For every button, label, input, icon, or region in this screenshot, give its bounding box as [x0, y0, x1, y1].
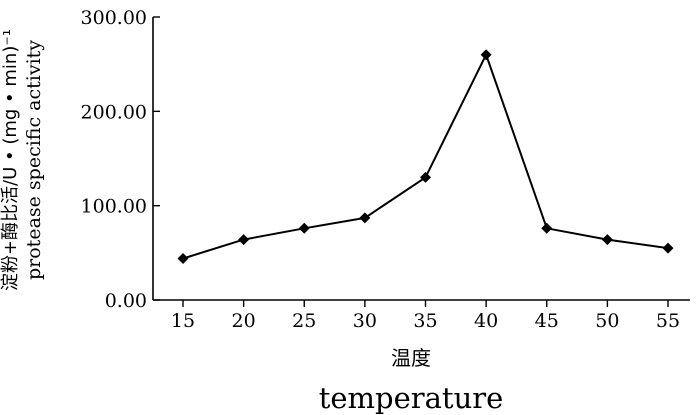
x-tick-label: 50	[595, 310, 619, 332]
y-tick-label: 0.00	[105, 290, 147, 312]
y-tick-label: 100.00	[81, 196, 147, 218]
x-tick-label: 25	[292, 310, 316, 332]
y-ticks: 0.00 100.00 200.00 300.00	[81, 7, 160, 312]
data-point-marker	[420, 171, 431, 183]
data-point-marker	[541, 222, 553, 234]
data-point-marker	[480, 49, 492, 61]
data-point-marker	[238, 234, 250, 246]
x-axis-label-chinese: 温度	[391, 346, 431, 370]
data-point-marker	[662, 242, 674, 254]
x-tick-label: 55	[656, 310, 680, 332]
series-line	[182, 52, 669, 260]
x-tick-label: 30	[353, 310, 377, 332]
x-ticks: 15 20 25 30 35 40 45 50 55	[171, 300, 680, 332]
x-tick-label: 35	[413, 310, 437, 332]
y-axis-label-chinese: 淀粉+酶比活/U • (mg • min)⁻¹	[0, 29, 21, 291]
x-tick-label: 15	[171, 310, 195, 332]
axes	[152, 17, 690, 301]
data-point-marker	[298, 222, 310, 234]
y-axis-label-english: protease specific activity	[23, 40, 45, 280]
data-point-marker	[359, 212, 371, 224]
y-tick-label: 200.00	[81, 101, 147, 123]
x-tick-label: 40	[474, 310, 498, 332]
x-tick-label: 20	[232, 310, 256, 332]
data-point-marker	[177, 252, 189, 264]
x-axis-label-english: temperature	[319, 381, 504, 415]
data-point-marker	[601, 234, 613, 246]
y-tick-label: 300.00	[81, 7, 147, 29]
data-series	[177, 49, 674, 264]
x-tick-label: 45	[535, 310, 559, 332]
